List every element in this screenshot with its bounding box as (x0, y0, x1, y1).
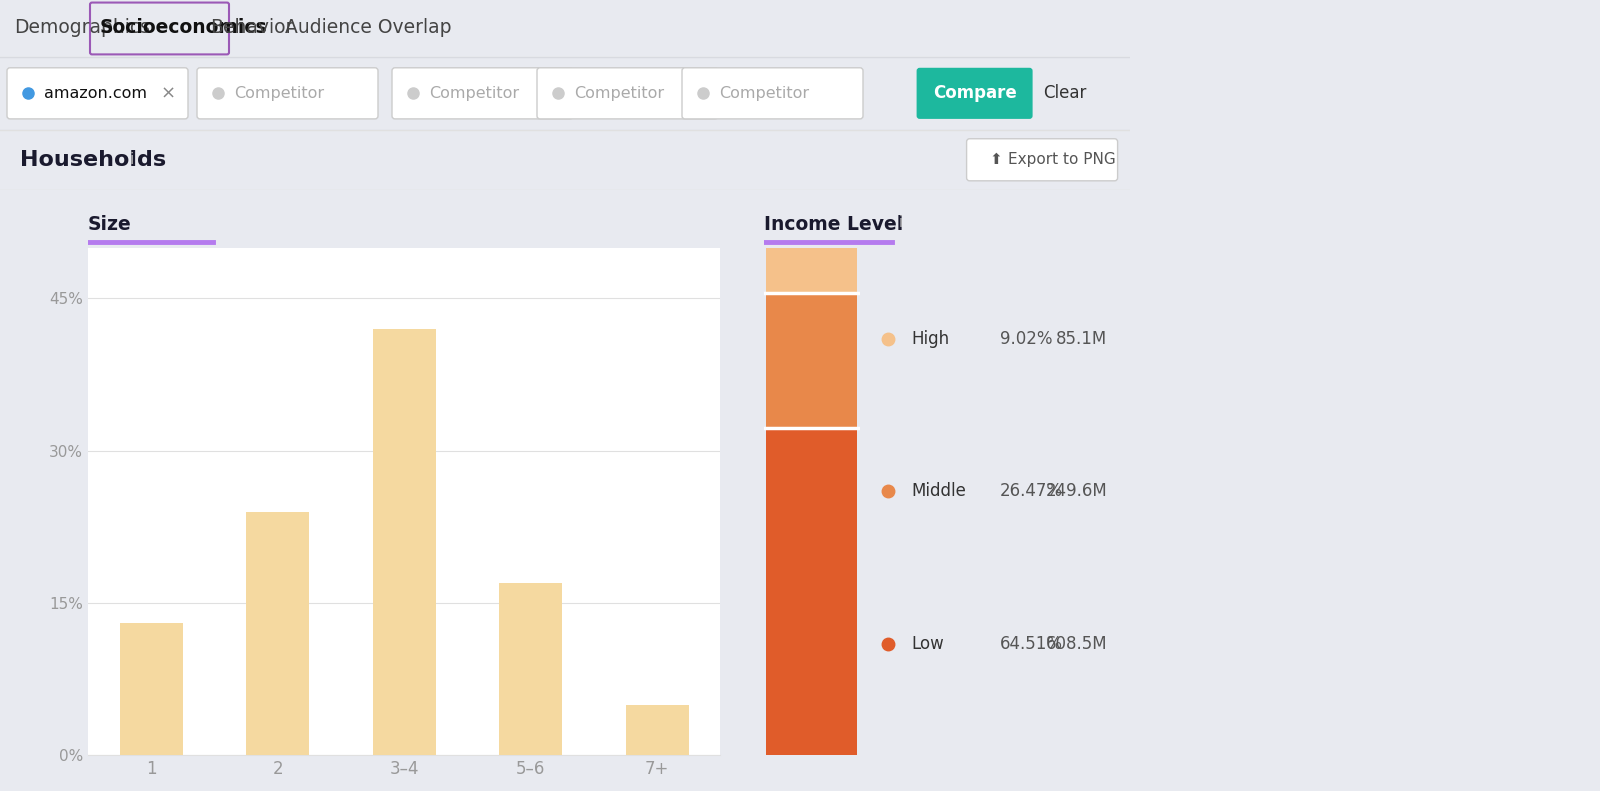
Bar (246, 512, 309, 755)
Text: ⬆: ⬆ (989, 153, 1002, 167)
FancyBboxPatch shape (392, 68, 573, 119)
FancyBboxPatch shape (682, 68, 862, 119)
FancyBboxPatch shape (197, 68, 378, 119)
Text: i: i (899, 214, 904, 229)
Text: Socioeconomics: Socioeconomics (99, 18, 267, 37)
Text: Income Level: Income Level (763, 214, 902, 234)
Bar (766, 428, 858, 755)
Text: 64.51%: 64.51% (1000, 634, 1062, 653)
Text: i: i (130, 153, 134, 167)
Text: Clear: Clear (1043, 85, 1086, 102)
Text: High: High (912, 330, 950, 348)
Text: 608.5M: 608.5M (1046, 634, 1107, 653)
Text: ×: × (160, 85, 176, 102)
Text: Middle: Middle (912, 483, 966, 501)
Bar (373, 329, 435, 755)
Text: Low: Low (912, 634, 944, 653)
Text: Competitor: Competitor (574, 86, 664, 100)
Bar (766, 248, 858, 293)
Text: 9.02%: 9.02% (1000, 330, 1053, 348)
Text: Households: Households (19, 149, 166, 170)
Text: Compare: Compare (933, 85, 1016, 102)
Text: 85.1M: 85.1M (1056, 330, 1107, 348)
Text: Audience Overlap: Audience Overlap (285, 18, 451, 37)
Text: Behavior: Behavior (210, 18, 293, 37)
FancyBboxPatch shape (917, 68, 1032, 119)
FancyBboxPatch shape (966, 138, 1117, 181)
Text: 249.6M: 249.6M (1045, 483, 1107, 501)
FancyBboxPatch shape (6, 68, 189, 119)
Bar (626, 705, 690, 755)
Text: 26.47%: 26.47% (1000, 483, 1062, 501)
Text: amazon.com: amazon.com (45, 86, 147, 100)
FancyBboxPatch shape (538, 68, 718, 119)
Text: Export to PNG: Export to PNG (1008, 153, 1115, 167)
Text: Competitor: Competitor (429, 86, 518, 100)
Bar (766, 293, 858, 428)
Text: Competitor: Competitor (718, 86, 810, 100)
Text: Competitor: Competitor (234, 86, 325, 100)
Text: Size: Size (88, 214, 131, 234)
Bar (120, 623, 182, 755)
Bar (499, 583, 562, 755)
Text: Demographics: Demographics (14, 18, 150, 37)
